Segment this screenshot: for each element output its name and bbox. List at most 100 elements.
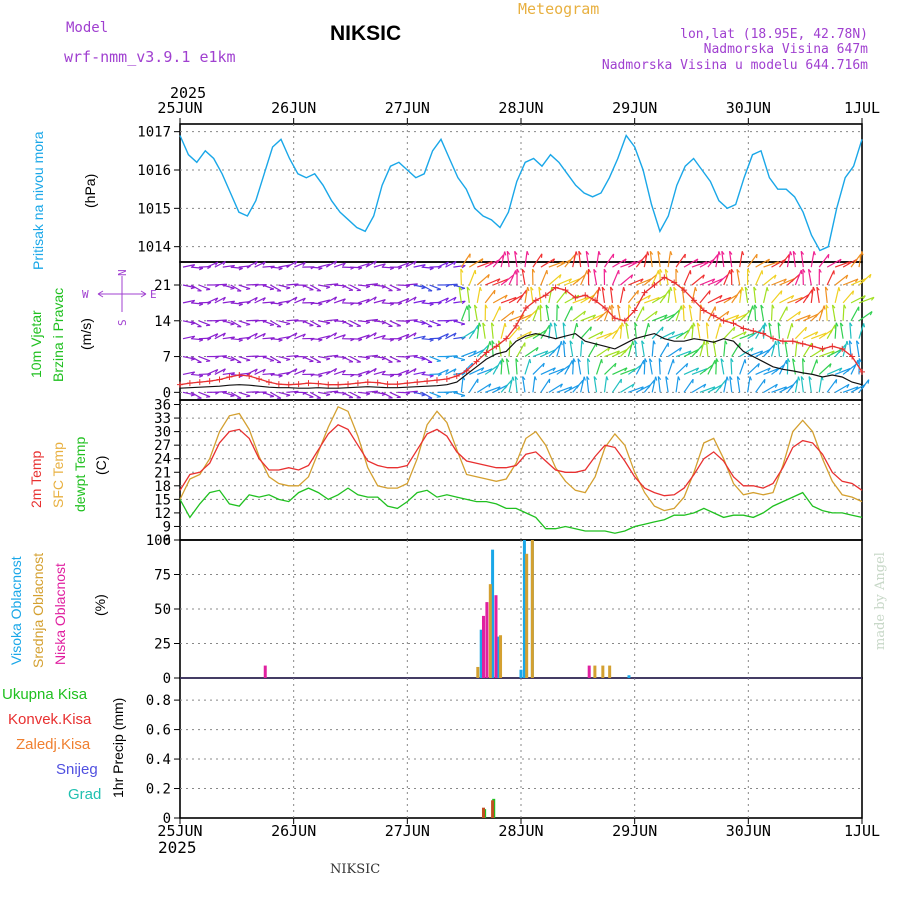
wind-arrow <box>349 338 363 340</box>
wind-arrow <box>421 320 433 328</box>
wind-arrow-head <box>649 358 653 363</box>
wind-arrow <box>190 373 203 377</box>
wind-arrow <box>421 356 433 363</box>
wind-gust-marker <box>275 381 282 388</box>
wind-arrow-head <box>661 326 664 331</box>
wind-arrow-head <box>461 300 466 305</box>
wind-arrow <box>505 358 510 375</box>
wind-arrow-head <box>333 296 338 301</box>
wind-gust-marker <box>315 380 322 387</box>
wind-arrow <box>739 286 743 303</box>
wind-arrow <box>492 278 509 286</box>
wind-arrow-head <box>421 322 426 325</box>
wind-gust-marker <box>404 380 411 387</box>
wind-arrow <box>514 376 518 393</box>
wind-arrow-head <box>735 314 740 319</box>
wind-gust-marker <box>483 349 490 356</box>
wind-arrow-head <box>862 295 866 300</box>
wind-arrow <box>849 322 852 339</box>
wind-arrow <box>577 358 582 375</box>
wind-arrow <box>397 391 410 394</box>
wind-arrow <box>683 367 699 375</box>
wind-arrow <box>556 386 573 393</box>
wind-arrow-head <box>838 258 842 263</box>
wind-arrow-head <box>479 286 482 292</box>
wind-arrow-head <box>530 286 534 291</box>
wind-arrow-head <box>625 322 629 327</box>
cloud-mid-bar <box>608 665 612 678</box>
wind-arrow <box>318 370 330 376</box>
wind-arrow <box>619 344 632 357</box>
wind-arrow-head <box>504 322 507 328</box>
wind-arrow-head <box>532 268 536 273</box>
wind-arrow-head <box>474 270 477 275</box>
wind-arrow-head <box>382 334 386 339</box>
wind-arrow-head <box>672 359 675 364</box>
wind-arrow-head <box>238 339 243 343</box>
wind-arrow-head <box>461 372 466 376</box>
wind-arrow <box>707 384 723 393</box>
wind-arrow <box>658 358 661 375</box>
wind-arrow <box>826 379 838 393</box>
wind-arrow <box>333 262 346 268</box>
wind-arrow-head <box>630 274 634 279</box>
wind-arrow-head <box>214 261 219 266</box>
wind-arrow-head <box>516 268 520 273</box>
wind-arrow-head <box>835 379 838 384</box>
wind-arrow <box>238 284 251 290</box>
station-title: NIKSIC <box>330 22 402 45</box>
wind-arrow <box>826 324 836 339</box>
wind-arrow <box>484 278 501 286</box>
wind-arrow-head <box>302 333 306 338</box>
wind-arrow <box>190 356 202 363</box>
wind-arrow <box>657 251 661 268</box>
wind-arrow-head <box>623 287 626 292</box>
wind-arrow <box>770 340 777 357</box>
wind-gust-marker <box>641 289 648 296</box>
wind-arrow-head <box>294 368 298 373</box>
wind-arrow-head <box>592 314 596 319</box>
wind-gust-marker <box>354 380 361 387</box>
wind-arrow <box>484 289 496 304</box>
wind-arrow <box>405 319 418 322</box>
wind-arrow <box>270 338 283 341</box>
wind-arrow <box>182 371 195 376</box>
wind-arrow <box>506 251 510 268</box>
wind-arrow <box>548 261 565 268</box>
wind-arrow-head <box>238 303 243 307</box>
wind-arrow <box>477 368 493 376</box>
wind-gust-marker <box>592 297 599 304</box>
wind-arrow <box>365 354 378 358</box>
wind-arrow-head <box>214 333 219 338</box>
wind-arrow-head <box>480 258 484 263</box>
wind-arrow-head <box>437 301 442 305</box>
wind-arrow-head <box>539 304 543 309</box>
wind-arrow <box>839 322 844 339</box>
temperature-y-tick-label: 33 <box>154 411 171 427</box>
wind-arrow <box>778 359 788 375</box>
wind-arrow <box>659 342 669 357</box>
wind-arrow <box>644 296 660 304</box>
wind-arrow <box>707 306 716 322</box>
wind-arrow <box>691 383 707 393</box>
wind-arrow <box>858 323 865 339</box>
wind-arrow <box>596 309 609 322</box>
wind-arrow-head <box>206 396 211 398</box>
cloud-mid-bar <box>593 665 597 678</box>
wind-arrow <box>747 253 758 268</box>
wind-arrow <box>696 322 701 339</box>
wind-arrow <box>673 286 677 303</box>
wind-gust-marker <box>690 297 697 304</box>
wind-arrow <box>842 386 859 393</box>
temperature-y-tick-label: 18 <box>154 479 171 495</box>
wind-arrow-head <box>466 286 471 291</box>
wind-arrow <box>771 364 785 375</box>
wind-arrow <box>182 320 195 324</box>
wind-arrow <box>778 254 790 268</box>
wind-arrow <box>445 260 457 268</box>
wind-arrow <box>760 304 765 321</box>
wind-arrow <box>580 376 585 393</box>
dewpoint-line <box>179 487 863 534</box>
wind-arrow <box>667 359 674 375</box>
wind-arrow <box>262 372 275 376</box>
